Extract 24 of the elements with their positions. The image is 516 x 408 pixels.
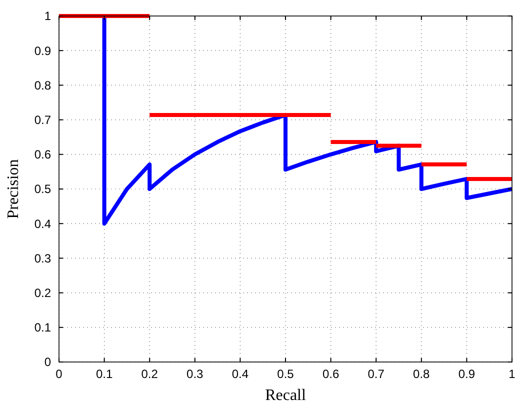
- x-tick-label: 0.6: [322, 367, 340, 381]
- y-axis-title: Precision: [5, 159, 22, 219]
- x-tick-label: 0.2: [141, 367, 158, 381]
- x-tick-label: 0: [56, 367, 63, 381]
- x-tick-label: 0.3: [186, 367, 204, 381]
- x-tick-label: 0.7: [368, 367, 385, 381]
- x-tick-label: 0.4: [232, 367, 249, 381]
- x-tick-label: 0.1: [96, 367, 113, 381]
- x-tick-label: 0.8: [413, 367, 430, 381]
- y-tick-label: 1: [44, 9, 52, 24]
- y-tick-label: 0.3: [34, 251, 52, 266]
- y-tick-label: 0.2: [34, 286, 52, 300]
- y-tick-label: 0.4: [34, 216, 52, 231]
- y-tick-label: 0.7: [34, 113, 52, 127]
- x-tick-label: 1: [508, 367, 516, 381]
- x-tick-label: 0.9: [458, 367, 476, 381]
- y-tick-label: 0.5: [34, 182, 52, 196]
- y-tick-label: 0.6: [34, 148, 52, 162]
- y-tick-label: 0.1: [34, 320, 52, 335]
- x-axis-title: Recall: [265, 387, 306, 404]
- x-tick-label: 0.5: [277, 367, 294, 381]
- y-tick-label: 0: [44, 355, 52, 370]
- y-tick-label: 0.8: [34, 78, 52, 92]
- y-tick-label: 0.9: [34, 44, 52, 58]
